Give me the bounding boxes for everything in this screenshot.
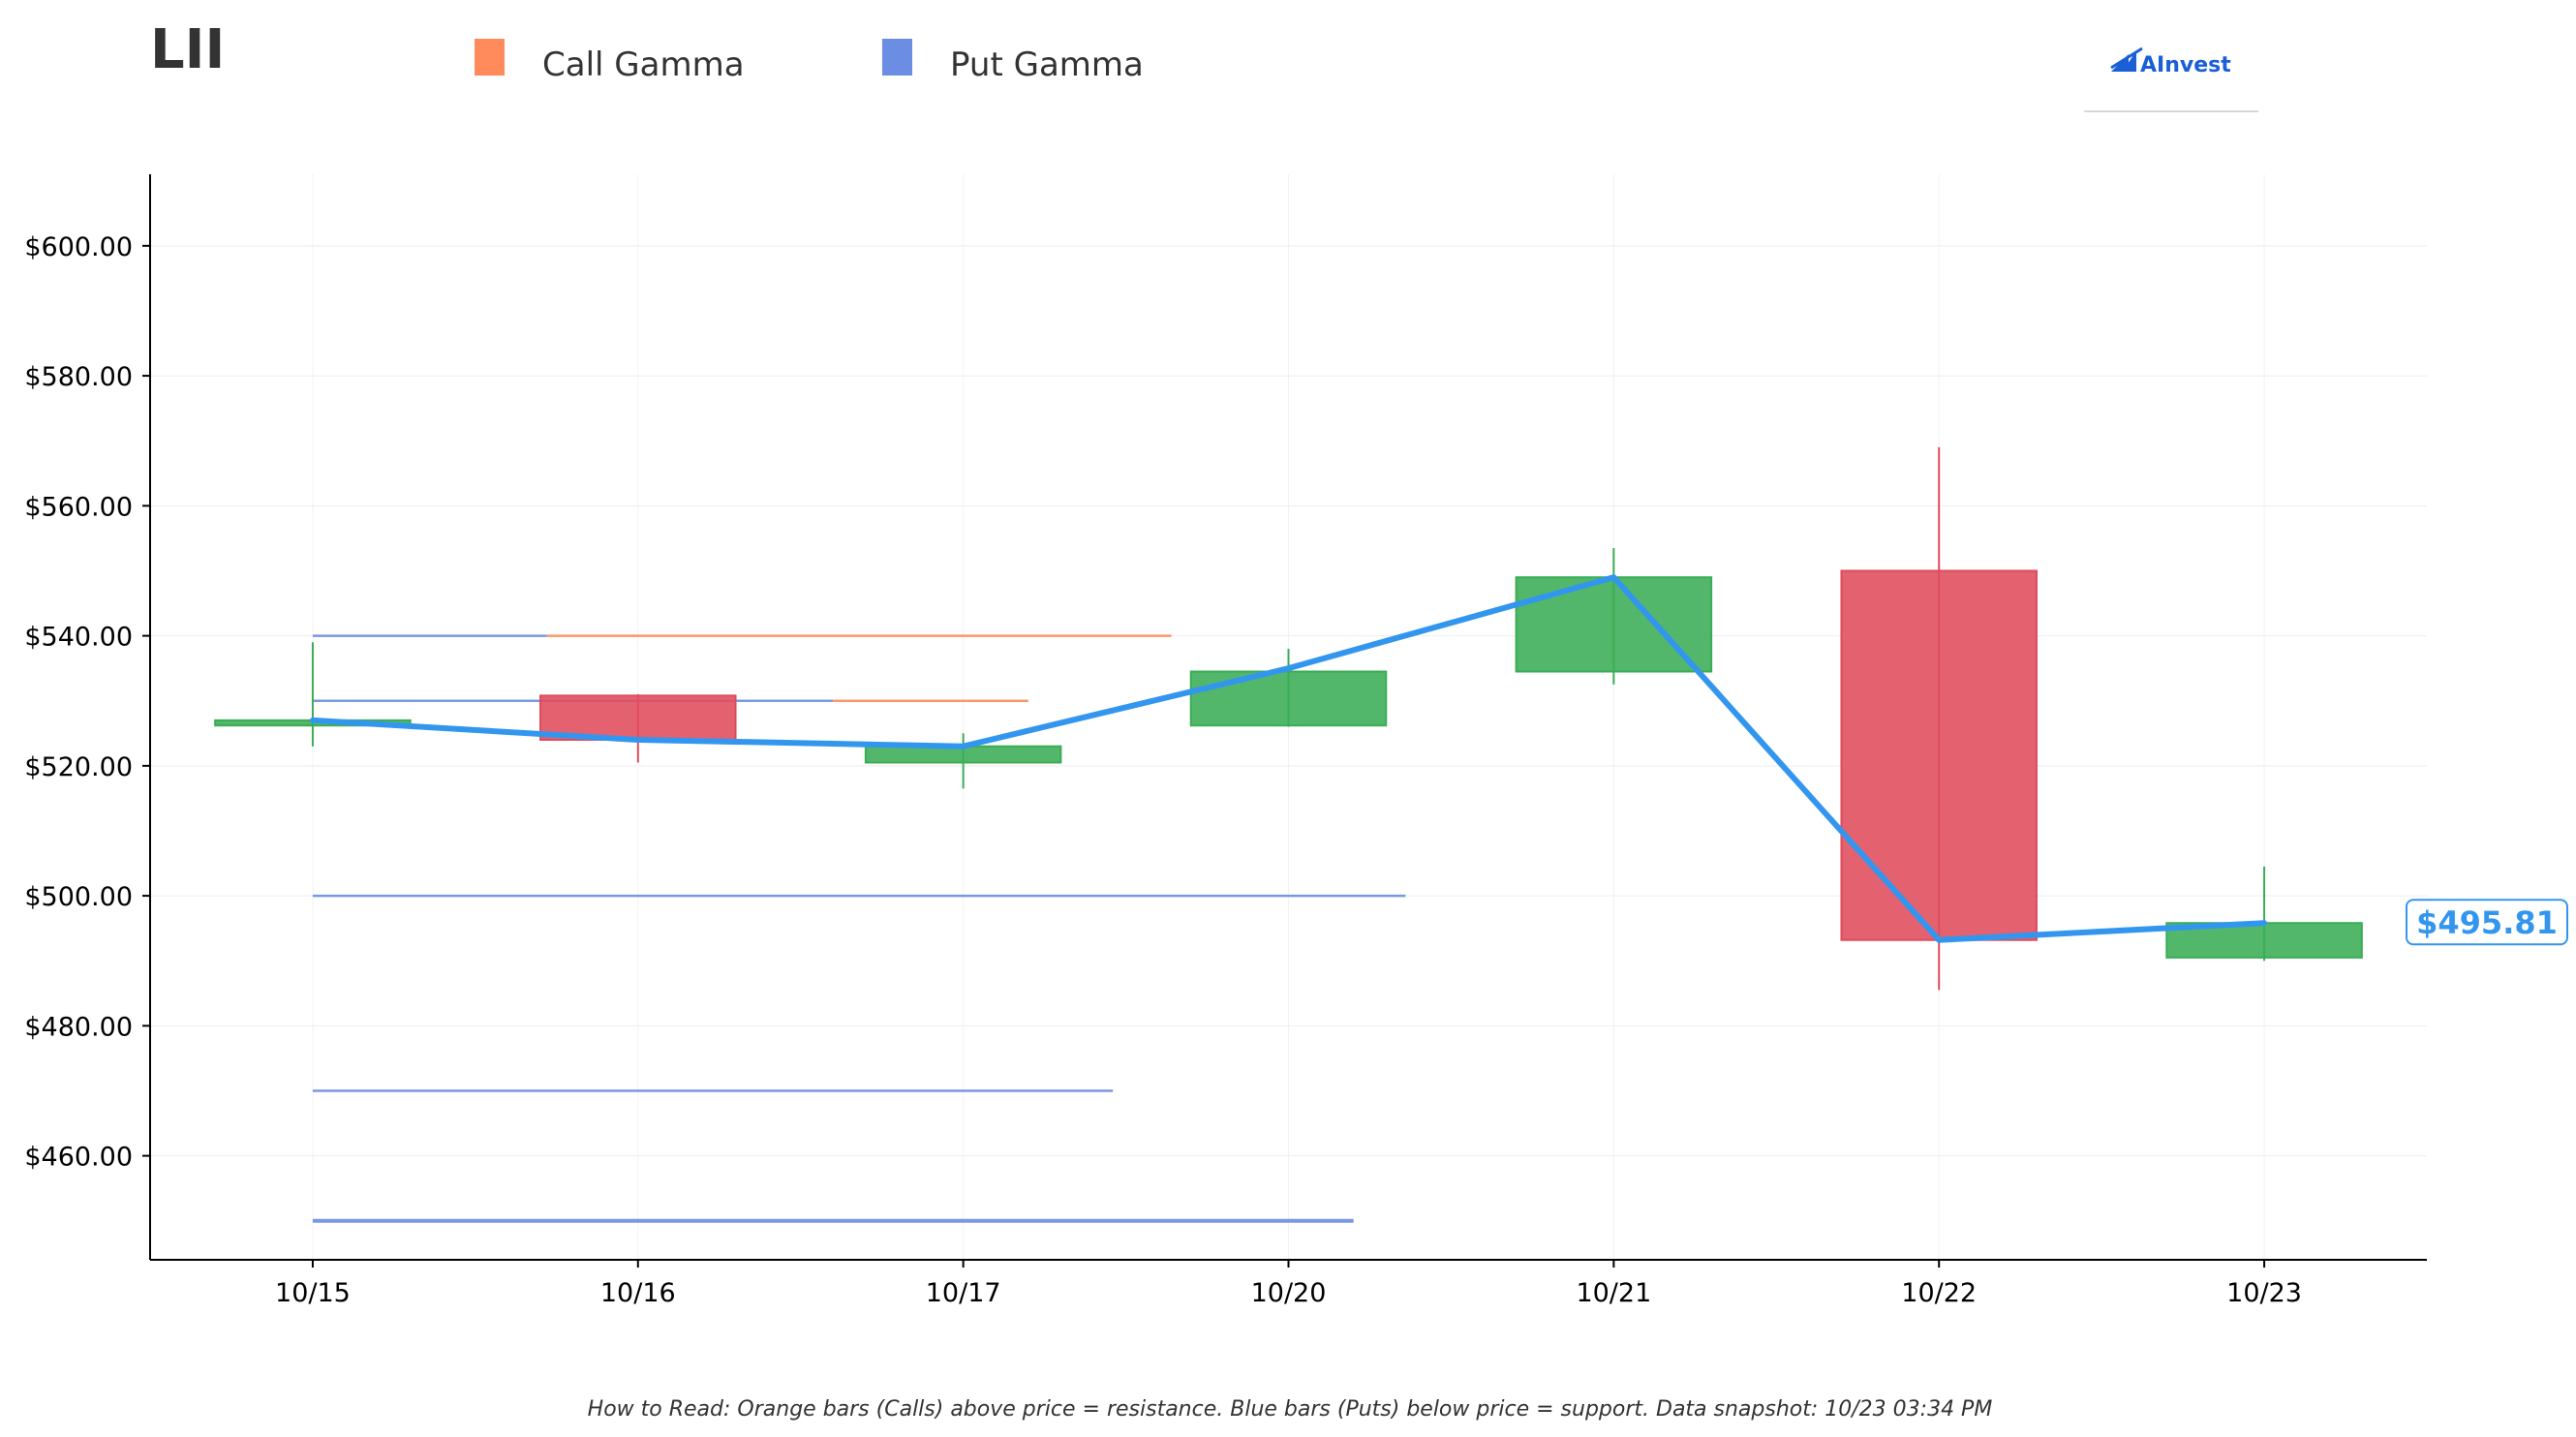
y-tick-label: $520.00 <box>24 752 133 782</box>
y-tick-label: $580.00 <box>24 362 133 392</box>
y-tick-label: $600.00 <box>24 232 133 262</box>
y-axis-ticks: $460.00 $480.00 $500.00 $520.00 $540.00 $560.… <box>24 232 150 1173</box>
y-tick-label: $500.00 <box>24 882 133 912</box>
legend-swatch-put <box>882 39 912 76</box>
legend-label-call: Call Gamma <box>542 46 745 84</box>
x-tick-label: 10/23 <box>2226 1278 2302 1308</box>
legend: Call Gamma Put Gamma <box>475 39 1144 84</box>
x-tick-label: 10/15 <box>275 1278 351 1308</box>
y-tick-label: $460.00 <box>24 1143 133 1173</box>
candle-body <box>1841 570 2037 939</box>
ticker-title: LII <box>150 18 225 81</box>
y-tick-label: $480.00 <box>24 1012 133 1042</box>
current-price-badge: $495.81 <box>2407 900 2567 944</box>
x-axis-ticks: 10/15 10/16 10/17 10/20 10/21 10/22 10/23 <box>275 1260 2302 1308</box>
legend-swatch-call <box>475 39 505 76</box>
footer-note: How to Read: Orange bars (Calls) above p… <box>588 1397 1993 1422</box>
y-tick-label: $560.00 <box>24 492 133 522</box>
logo-text: AInvest <box>2140 53 2231 77</box>
aInvest-logo-icon <box>2111 48 2142 72</box>
x-tick-label: 10/16 <box>600 1278 676 1308</box>
x-tick-label: 10/21 <box>1576 1278 1651 1308</box>
candle-body <box>1191 672 1387 726</box>
current-price-label: $495.81 <box>2416 904 2558 941</box>
x-tick-label: 10/22 <box>1901 1278 1977 1308</box>
x-tick-label: 10/20 <box>1251 1278 1327 1308</box>
legend-label-put: Put Gamma <box>950 46 1144 84</box>
logo: AInvest <box>2084 48 2258 111</box>
y-tick-label: $540.00 <box>24 623 133 653</box>
x-tick-label: 10/17 <box>926 1278 1001 1308</box>
